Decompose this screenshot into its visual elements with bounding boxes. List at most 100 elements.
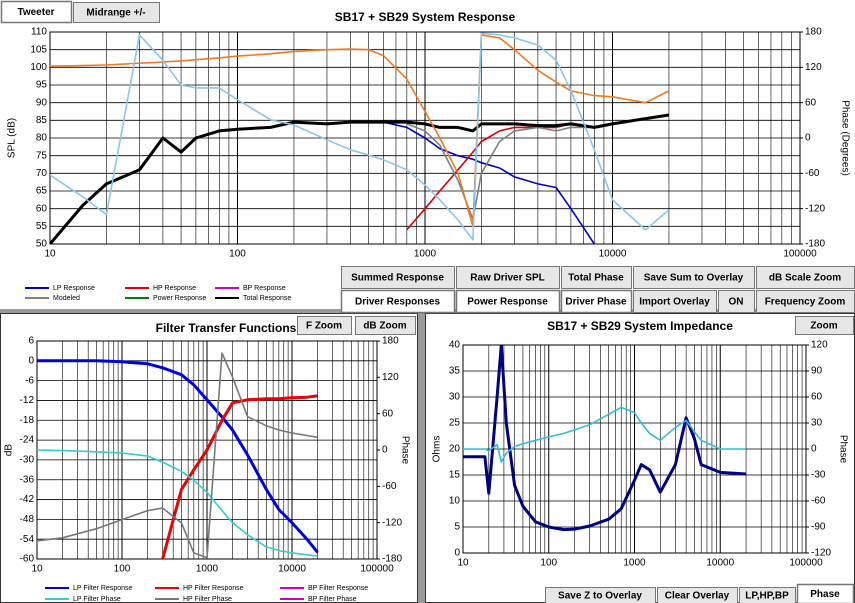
button[interactable]: Driver Phase [560, 289, 633, 314]
button[interactable]: ON [718, 290, 755, 313]
y2-tick-label: -180 [382, 554, 402, 565]
y-tick-label: -30 [20, 455, 35, 466]
button-face [297, 316, 352, 335]
y-tick-label: 50 [36, 239, 48, 250]
chart-title: SB17 + SB29 System Response [335, 10, 516, 24]
button[interactable]: Frequency Zoom [756, 290, 855, 313]
button[interactable]: Tweeter [0, 0, 73, 24]
legend-label: LP Filter Response [73, 585, 133, 592]
y2-tick-label: -120 [382, 517, 402, 528]
x-tick-label: 10 [44, 249, 56, 260]
button[interactable]: Import Overlay [633, 290, 717, 313]
button[interactable]: F Zoom [297, 316, 352, 335]
y2-tick-label: 90 [811, 366, 823, 377]
series-line [463, 406, 747, 463]
y2-axis-label: Phase [837, 435, 848, 464]
button[interactable]: Zoom [795, 316, 854, 335]
y-axis-label: Ohms [432, 436, 443, 463]
button[interactable]: Driver Responses [340, 289, 456, 314]
series-line [37, 449, 318, 557]
button-label: Total Phase [568, 273, 624, 284]
button-label: Save Z to Overlay [558, 591, 642, 602]
y2-tick-label: -60 [382, 481, 397, 492]
button[interactable]: Clear Overlay [657, 587, 738, 603]
y2-tick-label: 180 [382, 336, 399, 347]
legend-label: Power Response [153, 295, 206, 302]
y-tick-label: -54 [20, 534, 35, 545]
panel-divider [418, 313, 425, 603]
y-tick-label: 70 [36, 168, 48, 179]
button[interactable]: Raw Driver SPL [456, 266, 560, 289]
y2-tick-label: 180 [805, 27, 822, 38]
button[interactable]: LP,HP,BP [739, 587, 796, 603]
y-tick-label: 105 [30, 44, 47, 55]
button[interactable]: dB Scale Zoom [756, 266, 855, 289]
y-tick-label: 15 [449, 470, 461, 481]
y-tick-label: 95 [36, 80, 48, 91]
button-label: Tweeter [17, 7, 54, 18]
button-label: Midrange +/- [86, 8, 145, 19]
y-tick-label: 30 [449, 392, 461, 403]
y-tick-label: 5 [454, 522, 460, 533]
button[interactable]: Total Phase [561, 266, 632, 289]
y2-tick-label: 120 [811, 340, 828, 351]
button[interactable]: Save Z to Overlay [545, 587, 656, 603]
button-face [795, 316, 854, 335]
button-face [633, 290, 717, 313]
plot-frame [49, 31, 801, 245]
legend-label: HP Filter Response [183, 585, 244, 592]
y-tick-label: -36 [20, 474, 35, 485]
button[interactable]: Save Sum to Overlay [633, 266, 755, 289]
legend-label: Modeled [53, 295, 80, 302]
y2-tick-label: -60 [805, 168, 820, 179]
y-tick-label: 85 [36, 115, 48, 126]
y2-axis-label: Phase (Degrees) [839, 100, 850, 176]
y-tick-label: 25 [449, 418, 461, 429]
x-tick-label: 100 [229, 249, 246, 260]
x-tick-label: 10 [457, 558, 469, 569]
button-face [561, 266, 632, 289]
series-line [37, 352, 318, 559]
legend-label: BP Filter Phase [308, 596, 357, 603]
button[interactable]: Summed Response [341, 266, 455, 289]
y-axis-label: dB [4, 444, 15, 457]
legend-label: HP Response [153, 285, 196, 292]
series-line [161, 394, 318, 559]
y-tick-label: -24 [20, 435, 35, 446]
legend-label: LP Filter Phase [73, 596, 121, 603]
button-face [545, 587, 656, 603]
legend-label: LP Response [53, 285, 95, 292]
y2-tick-label: 0 [811, 444, 817, 455]
y-tick-label: -60 [20, 554, 35, 565]
y-tick-label: 75 [36, 150, 48, 161]
button-label: Zoom [810, 321, 837, 332]
x-tick-label: 1000 [196, 564, 219, 575]
series-line [37, 359, 319, 554]
y2-tick-label: 30 [811, 418, 823, 429]
button-face [340, 289, 456, 314]
series-line [406, 123, 613, 221]
legend-label: Total Response [243, 295, 291, 302]
y-tick-label: 35 [449, 366, 461, 377]
legend-label: HP Filter Phase [183, 596, 232, 603]
y-tick-label: 55 [36, 221, 48, 232]
x-tick-label: 100000 [360, 564, 394, 575]
button[interactable]: Power Response [455, 289, 561, 314]
button[interactable]: dB Zoom [355, 316, 416, 335]
x-tick-label: 10000 [278, 564, 306, 575]
button-label: Power Response [467, 297, 548, 308]
y-tick-label: 6 [28, 336, 34, 347]
x-tick-label: 10000 [706, 558, 734, 569]
button-face [718, 290, 755, 313]
y2-tick-label: 60 [811, 392, 823, 403]
x-tick-label: 100000 [789, 558, 823, 569]
y2-tick-label: -60 [811, 496, 826, 507]
y2-tick-label: 120 [382, 372, 399, 383]
button-face [560, 289, 633, 314]
x-tick-label: 1000 [623, 558, 646, 569]
button[interactable]: Phase [796, 583, 855, 603]
x-tick-label: 100 [114, 564, 131, 575]
button[interactable]: Midrange +/- [73, 2, 160, 23]
y-tick-label: -42 [20, 494, 35, 505]
